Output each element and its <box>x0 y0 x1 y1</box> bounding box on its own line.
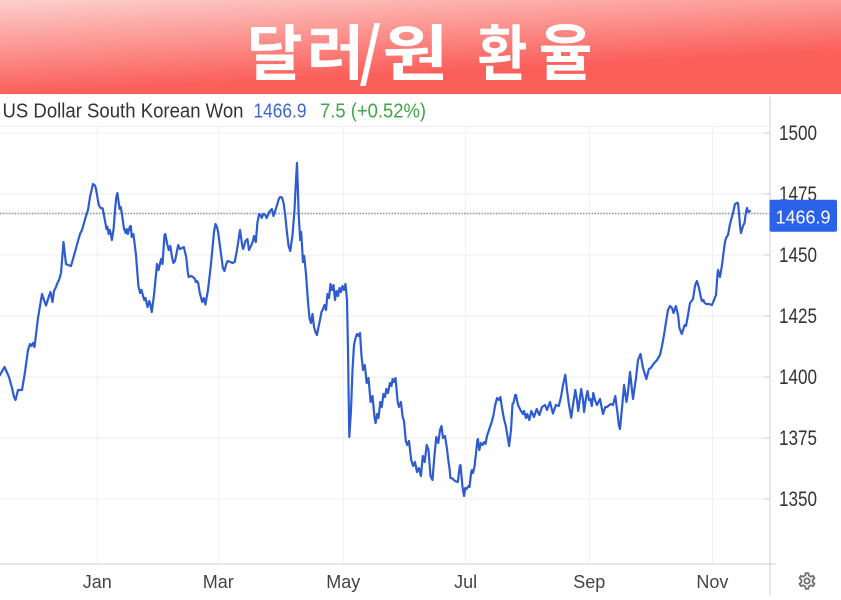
svg-text:1400: 1400 <box>779 366 817 389</box>
svg-text:US Dollar South Korean Won: US Dollar South Korean Won <box>3 100 244 123</box>
svg-text:1375: 1375 <box>779 427 817 450</box>
svg-text:Nov: Nov <box>696 572 728 592</box>
svg-text:1450: 1450 <box>779 244 817 267</box>
svg-text:1466.9: 1466.9 <box>776 207 831 228</box>
svg-text:1500: 1500 <box>779 122 817 145</box>
svg-text:Sep: Sep <box>573 572 605 592</box>
svg-text:Jan: Jan <box>83 572 112 592</box>
svg-text:7.5 (+0.52%): 7.5 (+0.52%) <box>320 100 426 123</box>
svg-text:1425: 1425 <box>779 305 817 328</box>
svg-text:Jul: Jul <box>454 572 477 592</box>
svg-text:May: May <box>326 572 360 592</box>
svg-text:1350: 1350 <box>779 488 817 511</box>
svg-text:1466.9: 1466.9 <box>254 100 307 123</box>
svg-text:Mar: Mar <box>203 572 234 592</box>
